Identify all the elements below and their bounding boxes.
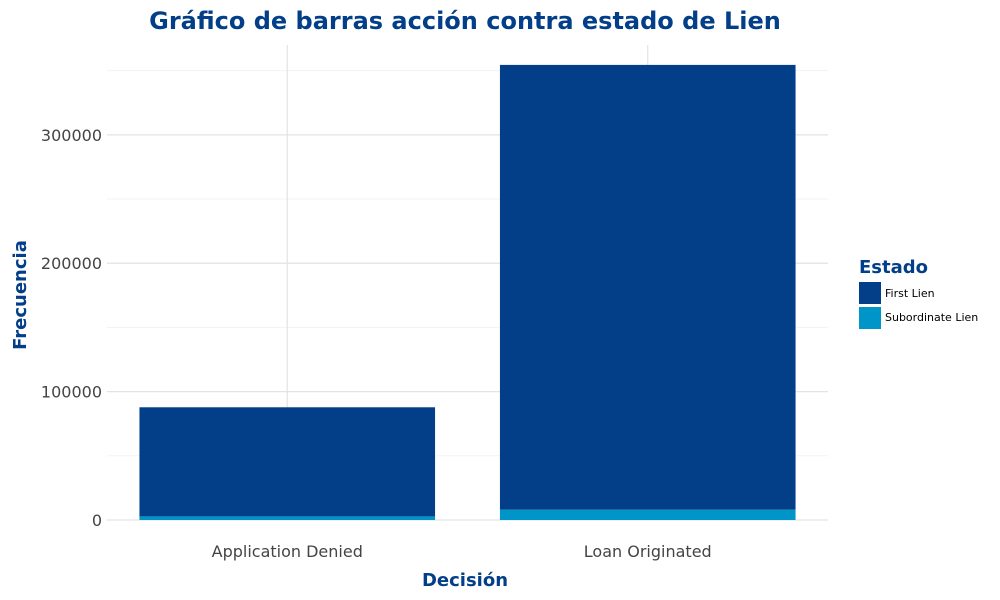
- y-tick-label: 200000: [41, 254, 102, 273]
- bar-subordinate-lien: [139, 516, 436, 520]
- y-tick-label: 100000: [41, 383, 102, 402]
- bar-first-lien: [139, 407, 436, 517]
- bar-first-lien: [499, 64, 796, 510]
- legend-swatch-first-lien: [859, 282, 881, 304]
- x-axis-ticks: Application Denied Loan Originated: [212, 542, 712, 561]
- y-axis-ticks: 0 100000 200000 300000: [41, 126, 102, 530]
- legend: Estado First Lien Subordinate Lien: [859, 257, 978, 329]
- y-axis-title: Frecuencia: [10, 240, 31, 350]
- legend-label-subordinate-lien: Subordinate Lien: [885, 311, 978, 324]
- y-tick-label: 300000: [41, 126, 102, 145]
- y-tick-label: 0: [92, 511, 102, 530]
- x-tick-label: Application Denied: [212, 542, 363, 561]
- x-tick-label: Loan Originated: [584, 542, 712, 561]
- bars: [139, 64, 796, 520]
- bar-subordinate-lien: [499, 509, 796, 520]
- legend-label-first-lien: First Lien: [885, 287, 935, 300]
- x-axis-title: Decisión: [422, 570, 508, 591]
- legend-swatch-subordinate-lien: [859, 307, 881, 329]
- chart-title: Gráfico de barras acción contra estado d…: [149, 7, 781, 35]
- legend-title: Estado: [859, 257, 928, 278]
